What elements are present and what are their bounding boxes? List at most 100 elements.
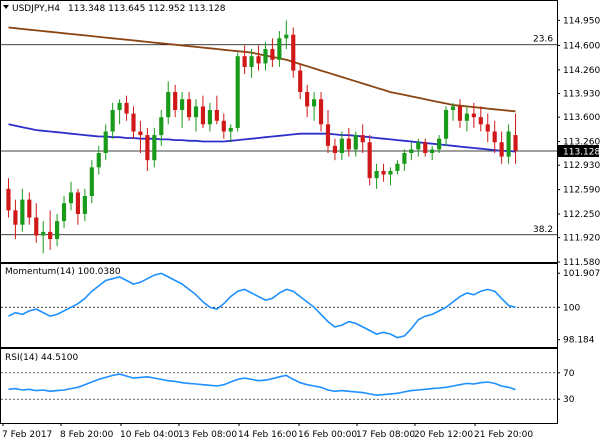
candle-down (346, 138, 351, 150)
candle-up (68, 192, 74, 204)
time-tick-label: 8 Feb 20:00 (60, 430, 114, 440)
candle-down (270, 49, 275, 60)
candle-up (193, 106, 199, 118)
candle-up (263, 49, 268, 64)
momentum-panel: 101.9073 100 98.184 Momentum(14) 100.0380 (0, 263, 600, 348)
candle-up (277, 38, 282, 60)
candle-up (249, 56, 254, 67)
candlesticks (6, 20, 518, 254)
candle-up (464, 113, 469, 121)
price-axis: 114.950 114.600 114.260 113.930 113.600 113.2… (557, 16, 600, 268)
candle-up (41, 231, 46, 236)
ma-blue-path (8, 123, 516, 153)
candle-up (395, 163, 400, 171)
candle-up (353, 135, 358, 150)
candle-down (145, 135, 150, 161)
current-price-label: 113.128 (563, 148, 600, 158)
candle-down (485, 124, 490, 132)
momentum-tick-label: 98.184 (563, 336, 595, 346)
price-tick-label: 112.250 (563, 210, 600, 220)
price-tick-label: 113.600 (563, 113, 600, 123)
current-price-badge (558, 145, 599, 158)
rsi-panel-border (0, 348, 558, 424)
candle-up (110, 109, 115, 132)
time-tick-label: 16 Feb 00:00 (298, 430, 357, 440)
candle-up (228, 127, 233, 132)
time-tick-label: 13 Feb 08:00 (178, 430, 237, 440)
candle-up (61, 203, 67, 222)
candle-down (492, 131, 497, 143)
candle-down (499, 142, 504, 157)
candle-down (381, 170, 386, 175)
candle-down (6, 188, 11, 211)
rsi-path (8, 373, 516, 397)
price-tick-label: 114.600 (563, 41, 600, 51)
momentum-tick-label: 100 (563, 303, 580, 313)
candle-down (173, 92, 178, 110)
candle-up (284, 34, 289, 39)
price-tick-label: 112.930 (563, 161, 600, 171)
momentum-label: Momentum(14) 100.0380 (5, 267, 121, 277)
price-panel: 23.6 38.2 114.950 114.600 114.260 113.930 113… (0, 0, 600, 268)
price-tick-label: 112.590 (563, 186, 600, 196)
price-tick-label: 111.920 (563, 234, 600, 244)
moving-average-blue (8, 123, 516, 153)
candle-up (388, 170, 393, 175)
candle-down (124, 102, 129, 114)
candle-down (242, 56, 247, 67)
candle-down (138, 131, 143, 136)
candle-down (457, 106, 463, 121)
candle-up (339, 138, 344, 154)
candle-up (402, 153, 407, 164)
candle-up (409, 149, 414, 154)
candle-down (291, 34, 296, 71)
candle-down (513, 135, 518, 151)
candle-down (367, 142, 372, 179)
candle-up (103, 131, 108, 154)
price-tick-label: 114.950 (563, 16, 600, 26)
candle-down (221, 120, 226, 132)
candle-up (374, 170, 379, 179)
candle-up (506, 131, 511, 157)
candle-up (96, 153, 101, 168)
candle-up (207, 109, 212, 125)
candle-down (332, 145, 338, 154)
candle-up (152, 135, 157, 161)
candle-up (180, 99, 185, 110)
fib-level-label: 38.2 (533, 225, 553, 235)
rsi-tick-label: 70 (563, 369, 575, 379)
candle-up (82, 196, 87, 214)
price-tick-label: 111.580 (563, 258, 600, 268)
rsi-axis: 70 30 (557, 369, 575, 405)
time-tick-label: 10 Feb 04:00 (120, 430, 179, 440)
rsi-panel: 70 30 RSI(14) 44.5100 (0, 348, 575, 424)
ohlc-label: 113.348 113.645 112.952 113.128 (68, 4, 226, 14)
candle-up (117, 102, 122, 110)
candle-up (159, 117, 164, 136)
momentum-tick-label: 101.9073 (563, 269, 600, 279)
candle-up (450, 106, 456, 110)
candle-up (235, 56, 240, 128)
time-tick-label: 20 Feb 12:00 (414, 430, 473, 440)
candle-down (318, 99, 324, 125)
rsi-tick-label: 30 (563, 395, 575, 405)
ma-brown-path (8, 26, 516, 113)
candle-down (200, 106, 206, 125)
candle-up (443, 109, 449, 139)
price-panel-border (0, 0, 558, 263)
candle-up (437, 138, 442, 150)
candle-up (416, 142, 421, 150)
momentum-path (8, 272, 516, 339)
candle-down (298, 70, 303, 93)
moving-average-brown (8, 26, 516, 113)
momentum-axis: 101.9073 100 98.184 (557, 269, 600, 346)
candle-down (13, 210, 18, 225)
candle-down (478, 117, 483, 125)
time-tick-label: 7 Feb 2017 (2, 430, 52, 440)
candle-up (312, 99, 317, 107)
candle-down (360, 135, 365, 143)
chart-menu-icon[interactable] (3, 5, 9, 9)
candle-down (186, 99, 192, 118)
